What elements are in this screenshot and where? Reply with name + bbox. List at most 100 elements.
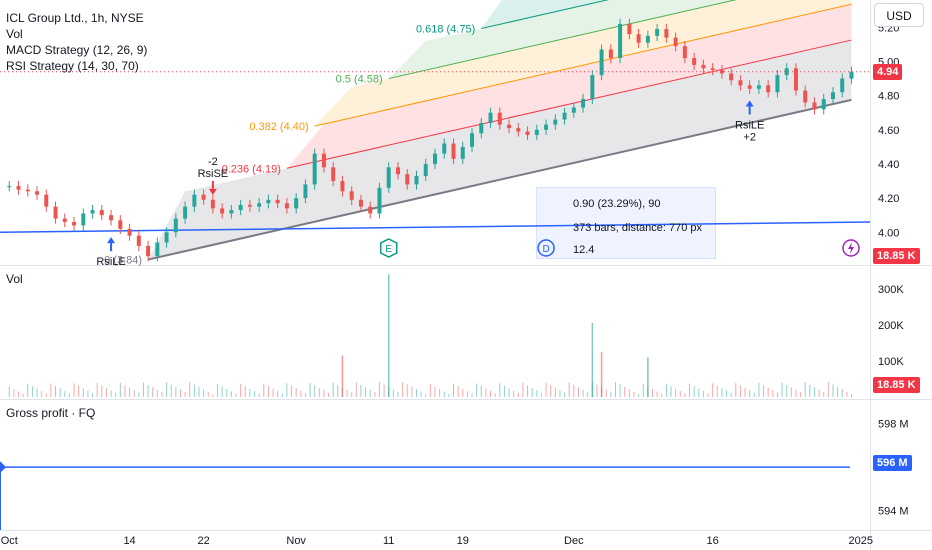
volume-tag: 18.85 K	[873, 377, 920, 393]
price-candle	[312, 153, 317, 185]
price-candle	[127, 228, 132, 236]
price-candle	[35, 191, 40, 195]
long-signal-arrow	[107, 237, 116, 252]
price-candle	[470, 133, 475, 147]
short-signal-arrow	[208, 180, 217, 195]
price-candle	[220, 208, 225, 214]
price-candle	[738, 80, 743, 86]
volume-tick-label: 100K	[878, 356, 904, 368]
price-candle	[25, 189, 30, 192]
currency-button[interactable]: USD	[874, 3, 924, 27]
price-candle	[655, 29, 660, 36]
fib-zone	[314, 0, 852, 127]
price-candle	[460, 146, 465, 159]
price-candle	[479, 122, 484, 134]
price-candle	[284, 203, 289, 209]
price-candle	[673, 37, 678, 47]
price-tick-label: 4.40	[878, 159, 899, 171]
chart-legend: ICL Group Ltd., 1h, NYSE Vol MACD Strate…	[6, 10, 147, 74]
price-candle	[553, 119, 558, 125]
price-candle	[386, 167, 391, 188]
long-signal-arrow	[745, 100, 754, 115]
fib-level-label: 0.5 (4.58)	[336, 74, 383, 86]
gross-profit-marker	[0, 461, 6, 474]
price-candle	[525, 131, 530, 135]
price-candle	[405, 174, 410, 185]
price-candle	[136, 235, 141, 246]
price-candle	[109, 215, 114, 221]
fib-level-line	[147, 98, 852, 261]
price-candle	[44, 194, 49, 207]
price-candle	[830, 92, 835, 100]
price-candle	[618, 23, 623, 59]
fib-zone	[148, 40, 852, 260]
indicator-rsi-label[interactable]: RSI Strategy (14, 30, 70)	[6, 59, 139, 73]
volume-tick-label: 300K	[878, 284, 904, 296]
signal-qty: -2	[208, 156, 218, 168]
price-candle	[812, 102, 817, 110]
fib-level-line	[481, 0, 610, 29]
price-candle	[331, 167, 336, 182]
price-candle	[7, 186, 12, 188]
time-tick-label: Oct	[1, 535, 18, 547]
price-candle	[793, 68, 798, 91]
price-candle	[164, 232, 169, 243]
price-candle	[118, 220, 123, 229]
price-candle	[99, 210, 104, 216]
price-candle	[710, 68, 715, 71]
price-candle	[146, 245, 151, 257]
price-candle	[451, 143, 456, 159]
price-candle	[395, 167, 400, 175]
fib-level-label: 0.382 (4.40)	[249, 121, 308, 133]
price-candle	[692, 58, 697, 65]
earnings-event-icon	[379, 238, 398, 258]
price-candle	[442, 143, 447, 154]
signal-qty: +2	[743, 132, 756, 144]
price-candle	[340, 181, 345, 192]
measure-line-2: 373 bars, distance: 770 px	[573, 222, 703, 234]
price-candle	[562, 112, 567, 120]
fib-zone	[286, 4, 852, 169]
indicator-macd-label[interactable]: MACD Strategy (12, 26, 9)	[6, 43, 148, 57]
price-candle	[368, 206, 373, 214]
event-label: E	[385, 244, 392, 255]
price-candle	[756, 85, 761, 89]
price-tick-label: 4.20	[878, 193, 899, 205]
price-candle	[766, 85, 771, 93]
price-tick-label: 4.60	[878, 125, 899, 137]
time-tick-label: 19	[457, 535, 469, 547]
price-candle	[645, 35, 650, 43]
gross-profit-pane-title: Gross profit · FQ	[6, 406, 96, 420]
price-candle	[664, 29, 669, 38]
price-tick-label: 4.00	[878, 227, 899, 239]
price-candle	[581, 99, 586, 108]
price-candle	[747, 85, 752, 89]
dividend-event-icon	[537, 239, 555, 257]
price-candle	[784, 68, 789, 76]
time-tick-label: Nov	[286, 535, 306, 547]
price-candle	[636, 34, 641, 43]
price-candle	[229, 210, 234, 214]
price-candle	[62, 218, 67, 223]
price-candle	[849, 71, 854, 79]
time-tick-label: 11	[383, 535, 394, 547]
indicator-vol-label[interactable]: Vol	[6, 27, 23, 41]
gross-profit-tick-label: 598 M	[878, 419, 909, 431]
price-candle	[544, 124, 549, 130]
fib-level-line	[314, 3, 852, 127]
price-candle	[507, 124, 512, 129]
price-candle	[775, 75, 780, 93]
price-candle	[590, 75, 595, 100]
price-candle	[16, 186, 21, 190]
price-candle	[729, 73, 734, 81]
time-tick-label: 14	[123, 535, 135, 547]
price-candle	[433, 153, 437, 164]
fib-level-label: 0.236 (4.19)	[222, 163, 281, 175]
price-candle	[90, 210, 95, 214]
price-candle	[275, 199, 280, 204]
price-candle	[803, 90, 808, 103]
symbol-title[interactable]: ICL Group Ltd., 1h, NYSE	[6, 11, 144, 25]
price-candle	[719, 70, 724, 74]
price-candle	[516, 128, 521, 132]
